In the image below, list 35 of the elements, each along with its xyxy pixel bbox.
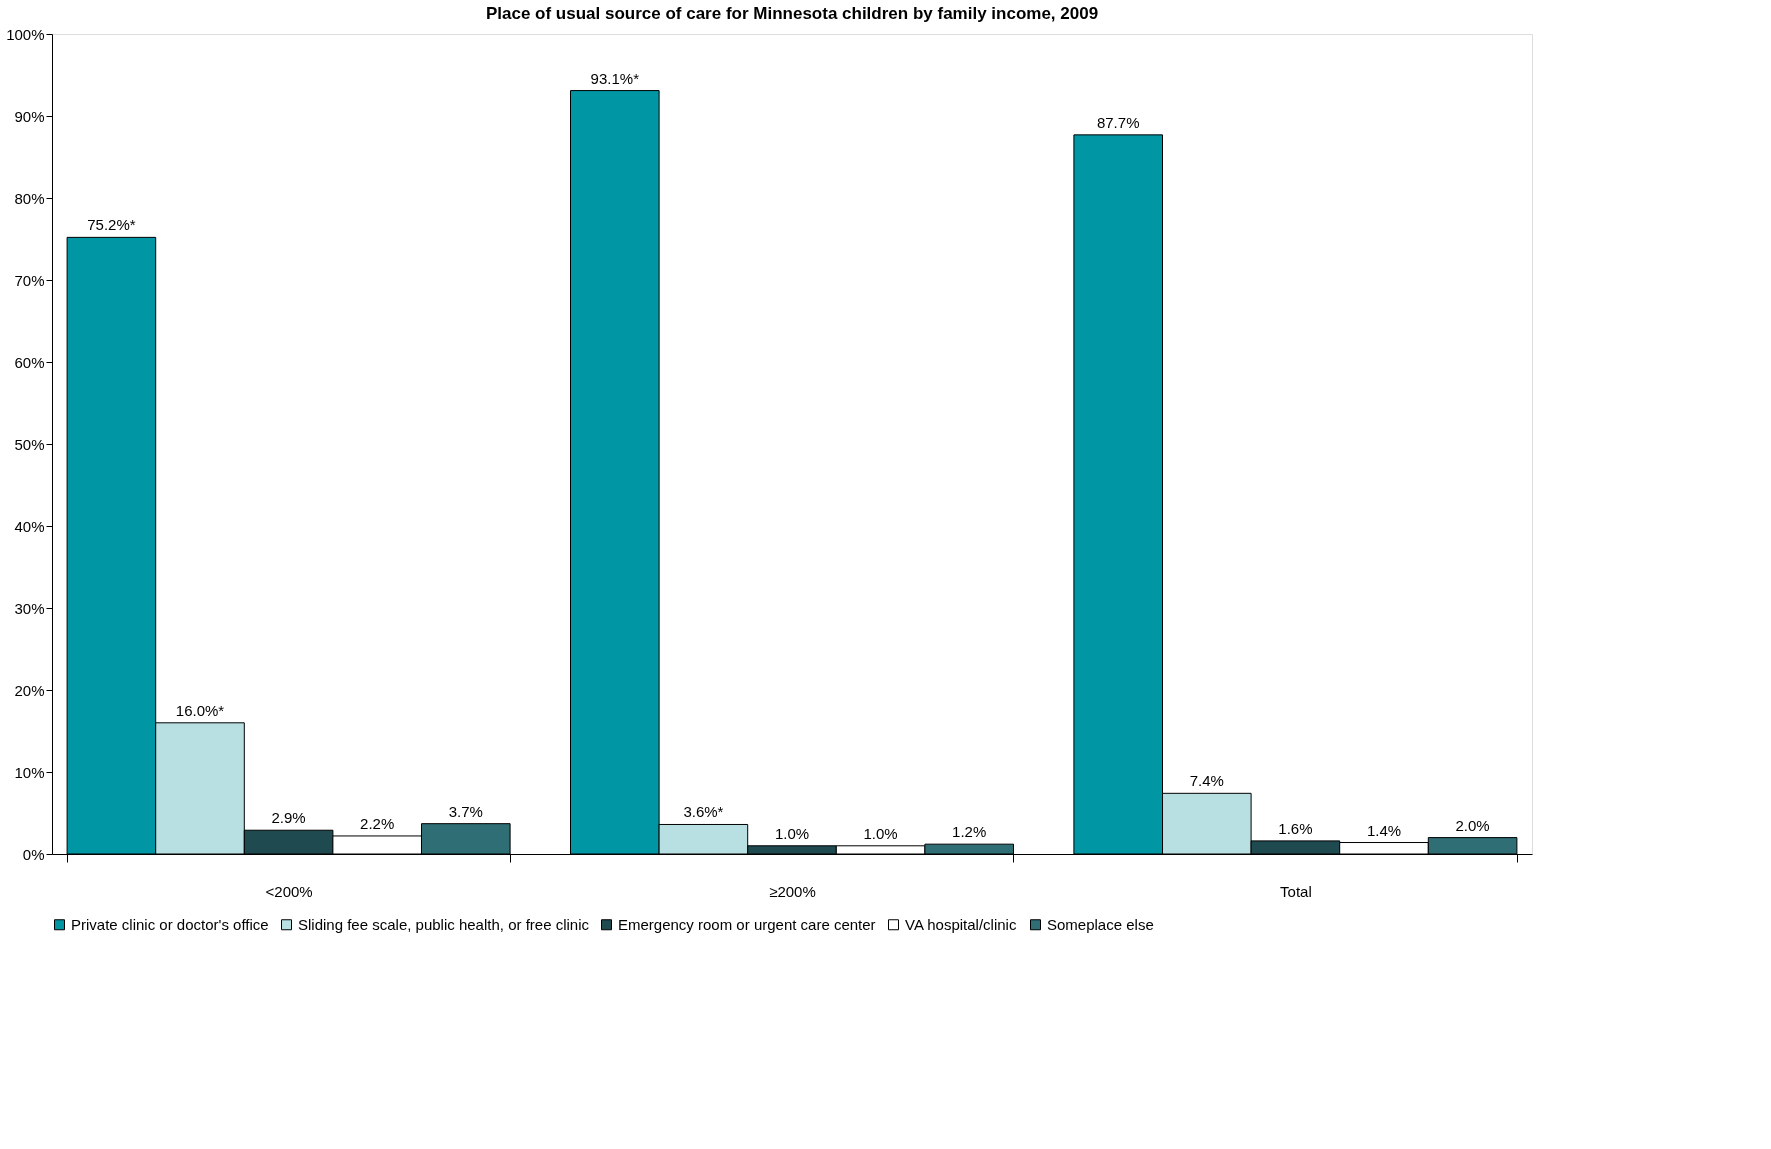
chart-title: Place of usual source of care for Minnesota children by family income, 2009 [485,4,1099,23]
data-label: 75.2%* [87,216,136,234]
y-tick-label: 30% [14,599,45,617]
y-tick-label: 90% [14,107,45,125]
legend-label: Sliding fee scale, public health, or free clinic [298,915,590,933]
data-label: 87.7% [1096,113,1140,131]
data-label: 2.0% [1455,816,1490,834]
data-label: 1.6% [1278,819,1313,837]
data-label: 16.0%* [175,701,225,719]
legend-label: Private clinic or doctor's office [71,915,269,933]
legend-label: Emergency room or urgent care center [618,915,876,933]
y-tick-label: 0% [22,845,45,863]
data-label: 2.9% [271,809,306,827]
y-tick-label: 20% [14,681,45,699]
data-label: 1.2% [952,823,987,841]
legend-label: VA hospital/clinic [905,915,1017,933]
y-tick-label: 10% [14,763,45,781]
y-tick-label: 60% [14,353,45,371]
y-tick-label: 50% [14,435,45,453]
y-tick-label: 80% [14,189,45,207]
data-label: 1.4% [1366,821,1402,839]
y-tick-label: 40% [14,517,45,535]
legend-label: Someplace else [1047,915,1154,933]
data-label: 1.0% [774,824,810,842]
x-tick-label: Total [1280,882,1312,900]
data-label: 7.4% [1189,772,1224,790]
x-tick-label: ≥200% [769,882,816,900]
data-label: 2.2% [360,814,395,832]
data-label: 93.1%* [590,69,640,87]
data-label: 1.0% [863,824,898,842]
y-tick-label: 70% [14,271,45,289]
y-tick-label: 100% [6,25,45,43]
data-label: 3.7% [448,802,483,820]
data-label: 3.6%* [683,803,724,821]
x-tick-label: <200% [265,882,313,900]
